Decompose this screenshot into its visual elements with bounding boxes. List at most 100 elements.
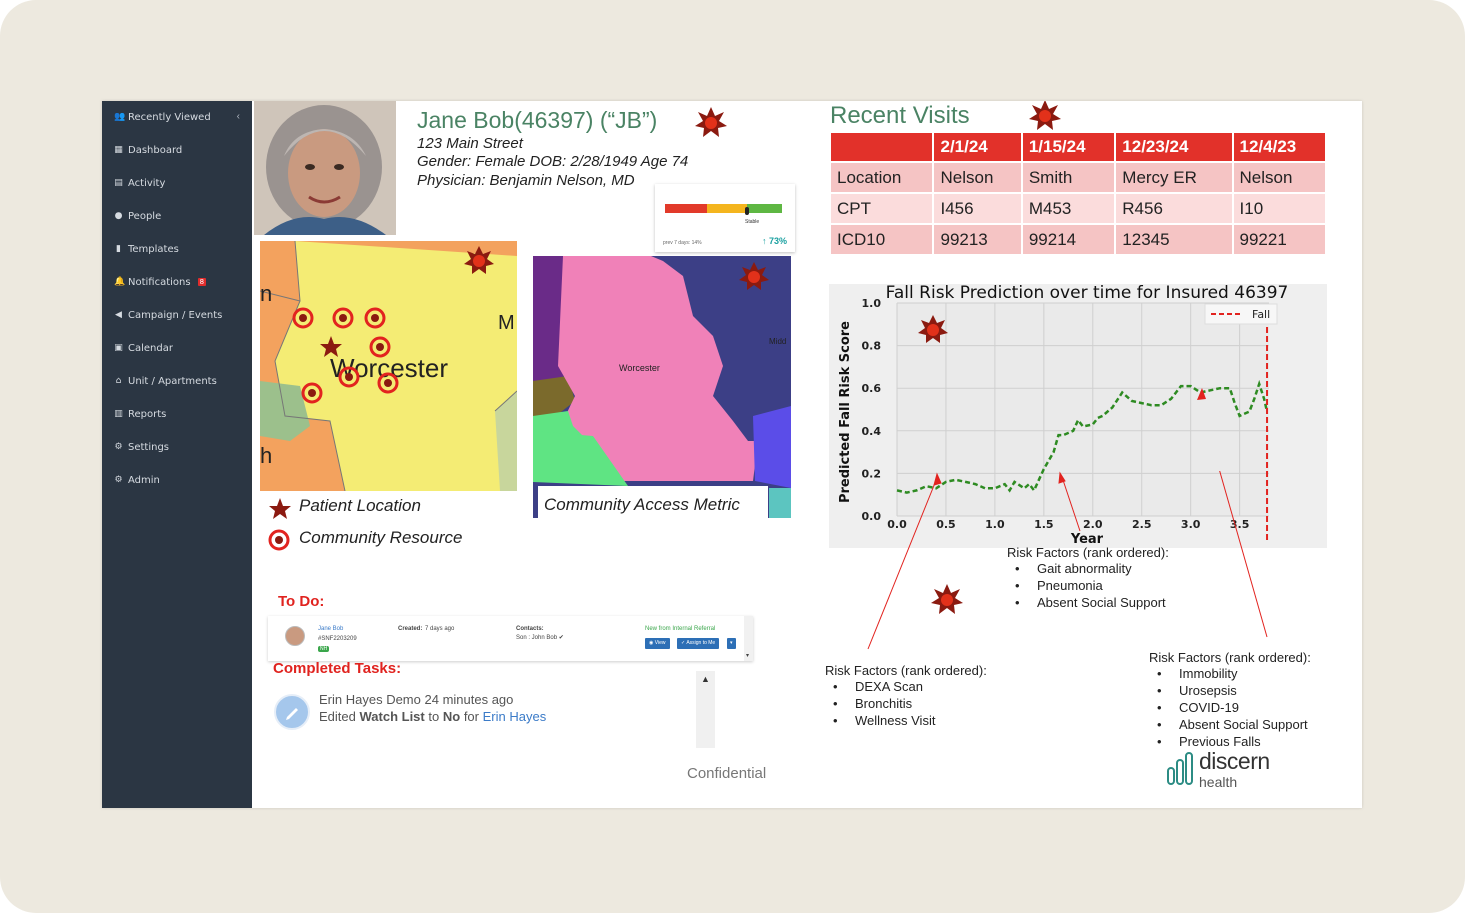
sidebar-item-templates[interactable]: ▮ Templates bbox=[114, 241, 179, 257]
highlight-star-icon bbox=[931, 584, 963, 614]
view-button[interactable]: ◉ View bbox=[645, 638, 670, 649]
risk-factors-middle: Risk Factors (rank ordered): Gait abnorm… bbox=[1007, 545, 1169, 611]
map-edge-label: Midd bbox=[769, 337, 786, 346]
x-tick-label: 0.5 bbox=[936, 518, 956, 531]
table-cell: 99214 bbox=[1022, 225, 1115, 254]
map-region-lightgreen bbox=[495, 391, 517, 491]
map-label-box bbox=[538, 486, 768, 522]
sidebar-item-campaign-events[interactable]: ◀ Campaign / Events bbox=[115, 309, 223, 321]
risk-gauge-widget: Stable prev 7 days: 14% ↑ 73% bbox=[655, 184, 795, 252]
assign-to-me-button[interactable]: ✓ Assign to Me bbox=[677, 638, 720, 649]
legend-community-access: Community Access Metric bbox=[544, 495, 740, 514]
list-item: Absent Social Support bbox=[1015, 594, 1169, 611]
community-access-map: Worcester Midd bbox=[533, 256, 791, 518]
community-resource-marker[interactable] bbox=[292, 307, 314, 329]
check-icon: ✓ bbox=[681, 640, 687, 646]
chart-x-axis-label: Year bbox=[1070, 532, 1104, 547]
patient-location-marker[interactable] bbox=[320, 336, 342, 357]
y-tick-label: 1.0 bbox=[862, 297, 882, 310]
table-row: ICD10 99213 99214 12345 99221 bbox=[831, 225, 1325, 254]
legend-patient-location: Patient Location bbox=[299, 496, 421, 515]
gauge-prev: prev 7 days: 14% bbox=[663, 240, 702, 246]
table-cell: Mercy ER bbox=[1116, 163, 1232, 192]
community-resource-marker[interactable] bbox=[364, 307, 386, 329]
patient-name: Jane Bob(46397) (“JB”) bbox=[417, 107, 658, 133]
table-cell: I10 bbox=[1233, 194, 1325, 223]
list-item: Gait abnormality bbox=[1015, 560, 1169, 577]
sidebar-item-dashboard[interactable]: ▦ Dashboard bbox=[114, 144, 183, 156]
sidebar-item-notifications[interactable]: 🔔 Notifications 8 bbox=[114, 276, 207, 288]
map-region-green bbox=[260, 381, 310, 441]
pencil-icon bbox=[274, 694, 310, 730]
completed-heading: Completed Tasks: bbox=[273, 660, 402, 677]
brand-sub: health bbox=[1199, 774, 1238, 790]
activity-target-link[interactable]: Erin Hayes bbox=[482, 709, 547, 724]
map-edge-label: M bbox=[498, 312, 515, 334]
sidebar-item-recently-viewed[interactable]: 👥 Recently Viewed bbox=[114, 111, 211, 123]
x-tick-label: 2.0 bbox=[1083, 518, 1103, 531]
gauge-segment-mid bbox=[707, 204, 747, 213]
x-tick-label: 1.0 bbox=[985, 518, 1005, 531]
created-value: 7 days ago bbox=[425, 626, 455, 632]
list-icon: ▤ bbox=[114, 177, 123, 188]
risk-factors-header: Risk Factors (rank ordered): bbox=[1149, 650, 1311, 665]
patient-physician: Physician: Benjamin Nelson, MD bbox=[417, 172, 635, 189]
sidebar-item-calendar[interactable]: ▣ Calendar bbox=[114, 342, 173, 354]
cogs-icon: ⚙ bbox=[114, 474, 123, 485]
sidebar-item-people[interactable]: ● People bbox=[114, 210, 162, 222]
table-header-cell: 12/4/23 bbox=[1233, 133, 1325, 161]
community-resource-legend-icon bbox=[268, 529, 290, 551]
completed-scrollbar[interactable]: ▲ bbox=[696, 671, 715, 748]
community-resource-marker[interactable] bbox=[369, 336, 391, 358]
contacts-label: Contacts: bbox=[516, 626, 544, 632]
table-cell: Nelson bbox=[1233, 163, 1325, 192]
table-cell: Location bbox=[831, 163, 933, 192]
x-tick-label: 1.5 bbox=[1034, 518, 1054, 531]
created-label: Created: bbox=[398, 626, 423, 632]
y-tick-label: 0.0 bbox=[862, 510, 882, 523]
sidebar-item-reports[interactable]: ▥ Reports bbox=[114, 408, 167, 420]
community-resource-marker[interactable] bbox=[377, 372, 399, 394]
chart-title: Fall Risk Prediction over time for Insur… bbox=[886, 284, 1289, 303]
users-icon: 👥 bbox=[114, 111, 126, 122]
list-item: DEXA Scan bbox=[833, 678, 987, 695]
map-region-blue bbox=[753, 406, 791, 488]
todo-scrollbar[interactable]: ▾ bbox=[744, 616, 753, 661]
sidebar-item-unit-apartments[interactable]: ⌂ Unit / Apartments bbox=[115, 375, 217, 387]
community-resource-marker[interactable] bbox=[301, 382, 323, 404]
patient-location-legend-icon bbox=[269, 498, 291, 519]
table-header-cell: 12/23/24 bbox=[1116, 133, 1232, 161]
sidebar-item-settings[interactable]: ⚙ Settings bbox=[114, 441, 170, 453]
todo-patient-name[interactable]: Jane Bob bbox=[318, 626, 344, 632]
map-edge-label: n bbox=[260, 281, 272, 306]
risk-factors-header: Risk Factors (rank ordered): bbox=[1007, 545, 1169, 560]
sidebar-item-admin[interactable]: ⚙ Admin bbox=[114, 474, 160, 486]
table-header-row: 2/1/24 1/15/24 12/23/24 12/4/23 bbox=[831, 133, 1325, 161]
x-tick-label: 3.0 bbox=[1181, 518, 1201, 531]
map-city-label: Worcester bbox=[619, 363, 660, 373]
legend-community-resource: Community Resource bbox=[299, 528, 463, 547]
scroll-up-icon[interactable]: ▲ bbox=[701, 674, 710, 684]
assign-dropdown-button[interactable]: ▾ bbox=[727, 638, 736, 649]
table-cell: I456 bbox=[934, 194, 1021, 223]
list-item: Pneumonia bbox=[1015, 577, 1169, 594]
map-region-teal bbox=[769, 488, 791, 518]
person-icon: ● bbox=[114, 210, 123, 221]
table-cell: 99213 bbox=[934, 225, 1021, 254]
todo-card[interactable]: Jane Bob #SNF2203209 NH Created: 7 days … bbox=[268, 616, 753, 661]
arrow-head-icon bbox=[1197, 388, 1206, 400]
series-line bbox=[896, 379, 1269, 494]
list-item: Immobility bbox=[1157, 665, 1311, 682]
sidebar-item-activity[interactable]: ▤ Activity bbox=[114, 177, 166, 189]
map-region-yellow bbox=[275, 241, 517, 491]
community-resource-marker[interactable] bbox=[332, 307, 354, 329]
confidential-label: Confidential bbox=[687, 765, 767, 782]
table-header-cell: 2/1/24 bbox=[934, 133, 1021, 161]
todo-heading: To Do: bbox=[278, 593, 325, 610]
list-item: COVID-19 bbox=[1157, 699, 1311, 716]
table-cell: 12345 bbox=[1116, 225, 1232, 254]
collapse-chevron-icon[interactable]: ‹ bbox=[236, 111, 240, 122]
gauge-segment-high bbox=[665, 204, 707, 213]
community-resource-marker[interactable] bbox=[338, 366, 360, 388]
gauge-trend: ↑ 73% bbox=[762, 236, 788, 246]
